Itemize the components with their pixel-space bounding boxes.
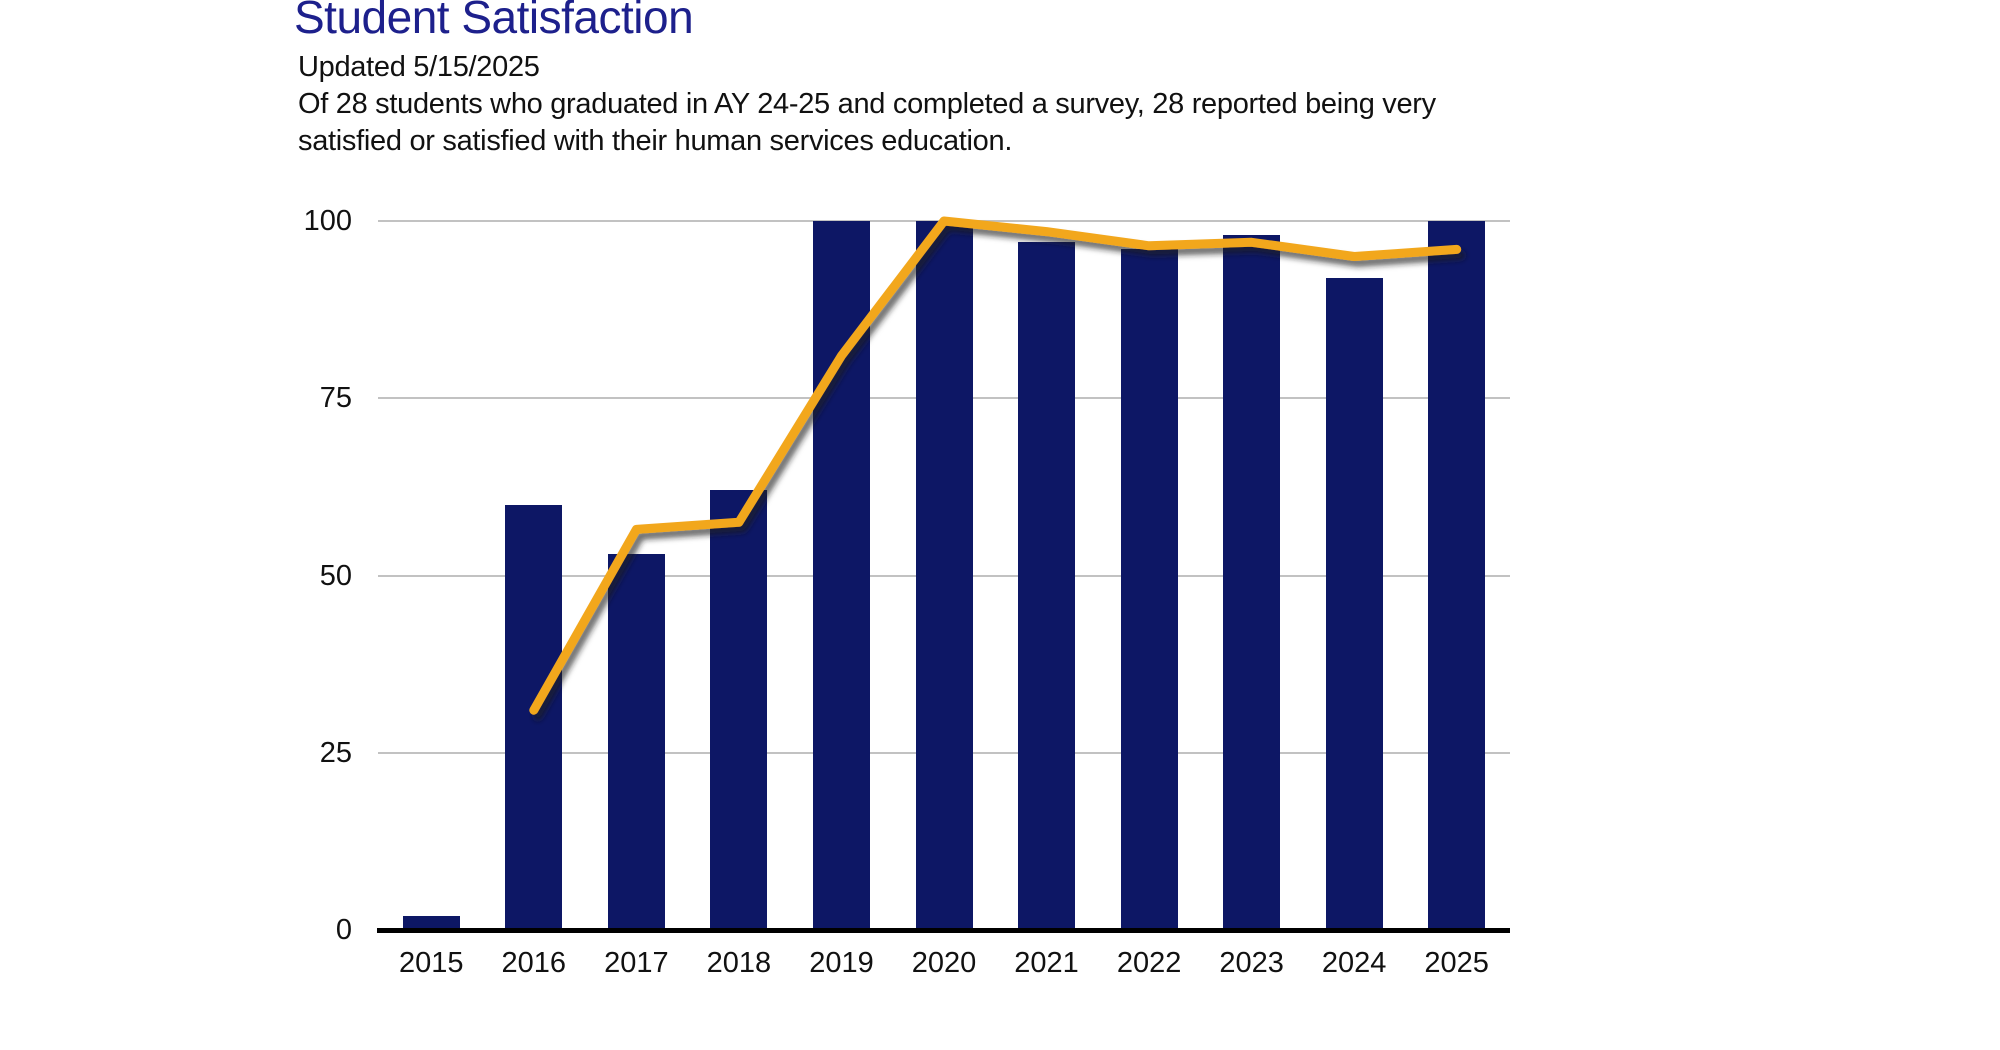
x-tick-label: 2018: [706, 947, 772, 979]
y-tick-label: 75: [319, 382, 352, 415]
bar-2017: [607, 554, 665, 930]
x-tick-label: 2016: [501, 947, 567, 979]
x-tick-label: 2022: [1116, 947, 1182, 979]
bar-2024: [1325, 277, 1383, 930]
y-tick-label: 0: [335, 914, 352, 946]
y-tick-label: 100: [303, 205, 352, 237]
description-line-1: Of 28 students who graduated in AY 24-25…: [298, 88, 1436, 120]
bar-2022: [1120, 249, 1178, 930]
x-axis-line: [377, 928, 1510, 933]
bar-2019: [813, 221, 870, 930]
bar-2023: [1223, 235, 1281, 930]
x-tick-label: 2019: [809, 947, 874, 979]
bar-2018: [710, 490, 768, 930]
x-tick-label: 2021: [1014, 947, 1079, 979]
x-tick-label: 2015: [399, 947, 464, 979]
bar-2025: [1428, 221, 1486, 930]
bar-2020: [915, 221, 973, 930]
description-line-2: satisfied or satisfied with their human …: [298, 125, 1013, 157]
x-tick-label: 2017: [604, 947, 669, 979]
x-tick-label: 2025: [1424, 947, 1489, 979]
x-tick-label: 2020: [911, 947, 977, 979]
y-tick-label: 25: [319, 736, 352, 769]
trend-line: [529, 216, 1462, 715]
x-tick-label: 2024: [1321, 947, 1387, 979]
y-tick-label: 50: [319, 559, 352, 592]
bar-2016: [505, 504, 563, 930]
x-tick-label: 2023: [1219, 947, 1284, 979]
bar-2015: [402, 915, 460, 930]
page-title: Student Satisfaction: [294, 0, 694, 43]
bar-2021: [1018, 242, 1075, 930]
updated-date: Updated 5/15/2025: [298, 51, 540, 83]
